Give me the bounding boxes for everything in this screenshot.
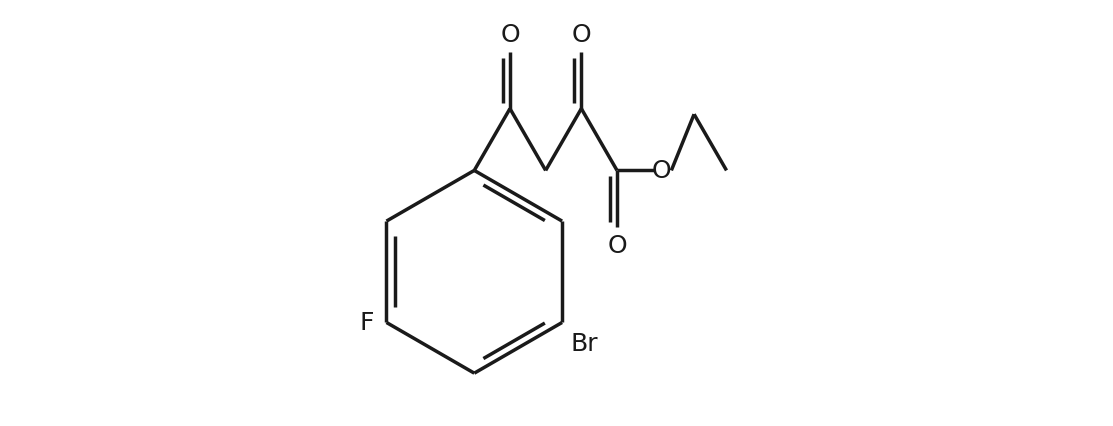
Text: F: F	[359, 311, 374, 335]
Text: O: O	[500, 23, 520, 47]
Text: O: O	[608, 233, 627, 257]
Text: O: O	[652, 159, 671, 183]
Text: O: O	[572, 23, 591, 47]
Text: Br: Br	[570, 331, 598, 355]
